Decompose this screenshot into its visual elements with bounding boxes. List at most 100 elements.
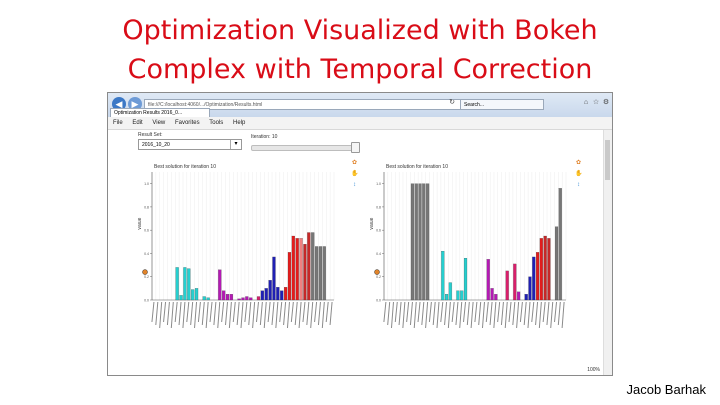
bar: [222, 290, 226, 301]
bar: [206, 297, 210, 301]
x-tick-label: [557, 301, 561, 326]
y-axis-label: Value: [370, 217, 375, 230]
x-tick-label: [508, 301, 512, 323]
x-tick-label: [550, 301, 554, 329]
x-tick-label: [248, 301, 252, 326]
menu-edit[interactable]: Edit: [132, 120, 143, 126]
x-tick-label: [178, 301, 182, 326]
favorites-star-icon[interactable]: ☆: [592, 99, 600, 106]
left-chart-svg: Best solution for iteration 10 Value 0.0 0.…: [138, 164, 335, 329]
x-tick-label: [478, 301, 482, 326]
bar: [194, 288, 199, 301]
bar: [494, 294, 498, 301]
reset-tool-icon[interactable]: ↕: [353, 182, 356, 188]
bar: [303, 244, 307, 301]
refresh-icon[interactable]: ↻: [449, 99, 455, 106]
bar: [218, 269, 222, 301]
x-tick-label: [325, 301, 329, 323]
forward-icon[interactable]: ▶: [128, 97, 142, 111]
x-tick-label: [294, 301, 298, 326]
iteration-slider[interactable]: [251, 142, 360, 153]
bar: [315, 246, 319, 301]
bar: [490, 288, 494, 301]
bar: [229, 294, 233, 301]
x-tick-label: [217, 301, 221, 329]
y-tick-label: 0.4: [376, 252, 381, 256]
search-tab[interactable]: Search...: [460, 99, 544, 110]
pan-tool-icon[interactable]: ✋: [575, 171, 583, 177]
menu-file[interactable]: File: [113, 120, 123, 126]
x-tick-label: [421, 301, 425, 326]
bar: [513, 263, 517, 301]
result-set-select[interactable]: 2016_10_20 ▾: [138, 139, 242, 150]
author-name: Jacob Barhak: [626, 382, 707, 397]
x-tick-label: [440, 301, 444, 323]
x-tick-label: [182, 301, 186, 329]
bar: [448, 282, 452, 301]
bar: [245, 296, 249, 301]
pan-tool-icon[interactable]: ✋: [351, 171, 359, 177]
x-tick-label: [329, 301, 333, 326]
chevron-down-icon: ▾: [230, 140, 241, 149]
x-tick-label: [321, 301, 325, 329]
bar: [276, 287, 280, 301]
slide-title-line2: Complex with Temporal Correction: [127, 54, 593, 85]
x-tick-label: [394, 301, 398, 323]
x-tick-label: [221, 301, 225, 323]
x-tick-label: [197, 301, 201, 323]
menu-view[interactable]: View: [152, 120, 166, 126]
bar: [264, 288, 268, 301]
y-tick-label: 1.0: [144, 182, 149, 186]
y-tick-label: 0.8: [376, 205, 381, 209]
bar: [241, 297, 245, 301]
menu-help[interactable]: Help: [232, 120, 246, 126]
x-tick-label: [166, 301, 170, 326]
bar: [280, 290, 284, 301]
x-tick-label: [504, 301, 508, 329]
x-tick-label: [263, 301, 267, 329]
x-tick-label: [535, 301, 539, 326]
x-tick-label: [174, 301, 178, 323]
left-toolbar: ✿ ✋ ↕: [351, 160, 359, 193]
browser-toolbar: ◀ ▶ file:///C:/localhost:4060/.../Optimi…: [108, 93, 612, 118]
vertical-scrollbar[interactable]: [603, 130, 612, 375]
menu-tools[interactable]: Tools: [209, 120, 224, 126]
bar: [268, 280, 272, 301]
x-tick-label: [481, 301, 485, 329]
chart-title: Best solution for iteration 10: [386, 164, 448, 170]
page-tab[interactable]: Optimization Results 2016_0...: [110, 108, 210, 117]
x-tick-label: [470, 301, 474, 329]
x-tick-label: [387, 301, 391, 326]
x-tick-label: [417, 301, 421, 323]
x-tick-label: [236, 301, 240, 326]
x-tick-label: [519, 301, 523, 323]
gear-icon[interactable]: ⚙: [602, 99, 610, 106]
bar: [272, 256, 276, 301]
menu-favorites[interactable]: Favorites: [174, 120, 200, 126]
x-tick-label: [542, 301, 546, 323]
x-tick-label: [306, 301, 310, 326]
y-tick-label: 0.6: [376, 229, 381, 233]
scrollbar-thumb[interactable]: [605, 140, 610, 180]
zoom-level[interactable]: 100%: [587, 367, 600, 373]
back-icon[interactable]: ◀: [112, 97, 126, 111]
y-tick-label: 0.2: [144, 275, 149, 279]
origin-marker-icon: [142, 269, 148, 275]
result-set-label: Result Set:: [138, 132, 163, 138]
slider-handle[interactable]: [351, 142, 360, 153]
x-tick-label: [512, 301, 516, 326]
bar: [463, 258, 468, 301]
x-tick-label: [383, 301, 387, 323]
y-tick-label: 1.0: [376, 182, 381, 186]
bar: [191, 289, 195, 301]
x-tick-label: [228, 301, 232, 329]
home-icon[interactable]: ⌂: [583, 99, 589, 106]
bar: [517, 291, 521, 301]
reset-tool-icon[interactable]: ↕: [577, 182, 580, 188]
bar: [311, 232, 315, 301]
bar: [486, 259, 490, 301]
bar: [179, 295, 183, 301]
x-tick-label: [447, 301, 451, 329]
x-tick-label: [201, 301, 205, 326]
bar: [505, 270, 509, 301]
